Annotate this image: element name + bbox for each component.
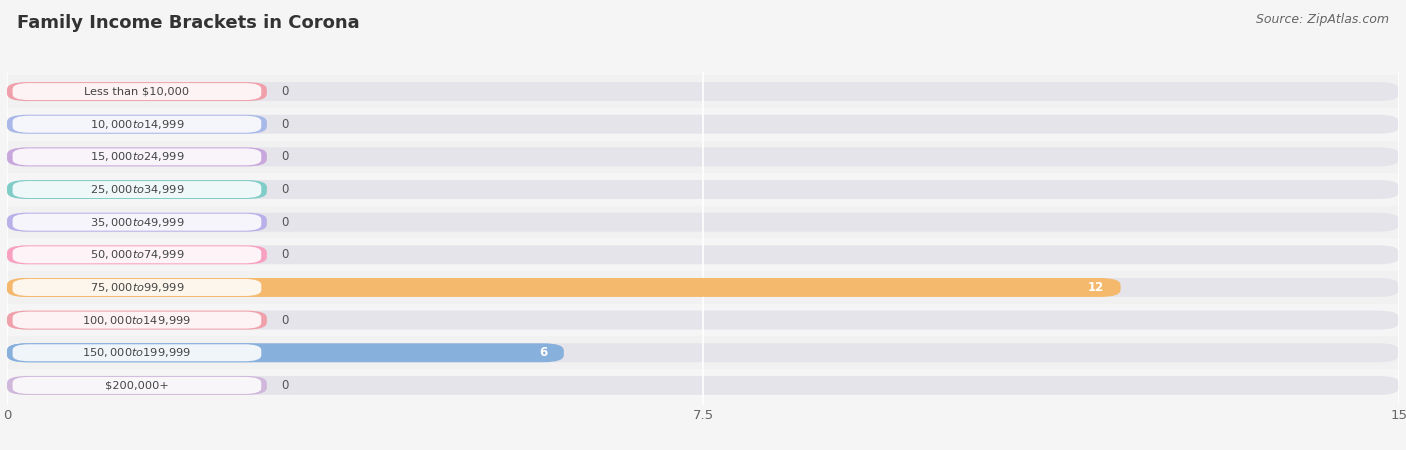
Text: $35,000 to $49,999: $35,000 to $49,999 <box>90 216 184 229</box>
Bar <box>7 140 1399 173</box>
Text: $10,000 to $14,999: $10,000 to $14,999 <box>90 118 184 131</box>
FancyBboxPatch shape <box>13 116 262 133</box>
FancyBboxPatch shape <box>7 180 1399 199</box>
FancyBboxPatch shape <box>7 376 1399 395</box>
FancyBboxPatch shape <box>7 310 267 329</box>
Text: $15,000 to $24,999: $15,000 to $24,999 <box>90 150 184 163</box>
Text: $75,000 to $99,999: $75,000 to $99,999 <box>90 281 184 294</box>
FancyBboxPatch shape <box>7 245 267 264</box>
FancyBboxPatch shape <box>7 376 267 395</box>
FancyBboxPatch shape <box>7 278 1121 297</box>
FancyBboxPatch shape <box>7 213 1399 232</box>
Bar <box>7 108 1399 140</box>
FancyBboxPatch shape <box>7 148 1399 166</box>
Bar <box>7 238 1399 271</box>
FancyBboxPatch shape <box>13 181 262 198</box>
FancyBboxPatch shape <box>13 279 262 296</box>
Text: 0: 0 <box>281 118 288 131</box>
Bar <box>7 75 1399 108</box>
Text: 0: 0 <box>281 85 288 98</box>
Text: 6: 6 <box>538 346 547 359</box>
Text: Source: ZipAtlas.com: Source: ZipAtlas.com <box>1256 14 1389 27</box>
FancyBboxPatch shape <box>13 344 262 361</box>
FancyBboxPatch shape <box>13 214 262 231</box>
Text: 0: 0 <box>281 248 288 261</box>
FancyBboxPatch shape <box>7 343 267 362</box>
Text: $200,000+: $200,000+ <box>105 380 169 391</box>
Bar <box>7 271 1399 304</box>
Bar <box>7 337 1399 369</box>
FancyBboxPatch shape <box>7 115 1399 134</box>
FancyBboxPatch shape <box>13 377 262 394</box>
Bar <box>7 304 1399 337</box>
FancyBboxPatch shape <box>13 312 262 328</box>
Text: $25,000 to $34,999: $25,000 to $34,999 <box>90 183 184 196</box>
FancyBboxPatch shape <box>7 278 1399 297</box>
FancyBboxPatch shape <box>13 148 262 165</box>
FancyBboxPatch shape <box>7 310 1399 329</box>
Bar <box>7 369 1399 402</box>
FancyBboxPatch shape <box>7 245 1399 264</box>
FancyBboxPatch shape <box>7 180 267 199</box>
Text: 12: 12 <box>1088 281 1104 294</box>
FancyBboxPatch shape <box>13 246 262 263</box>
Text: $150,000 to $199,999: $150,000 to $199,999 <box>83 346 191 359</box>
FancyBboxPatch shape <box>13 83 262 100</box>
Text: 0: 0 <box>281 150 288 163</box>
FancyBboxPatch shape <box>7 148 267 166</box>
FancyBboxPatch shape <box>7 115 267 134</box>
Text: 0: 0 <box>281 379 288 392</box>
Text: 0: 0 <box>281 314 288 327</box>
Text: 0: 0 <box>281 183 288 196</box>
Text: $50,000 to $74,999: $50,000 to $74,999 <box>90 248 184 261</box>
FancyBboxPatch shape <box>7 343 1399 362</box>
FancyBboxPatch shape <box>7 82 267 101</box>
FancyBboxPatch shape <box>7 278 267 297</box>
FancyBboxPatch shape <box>7 213 267 232</box>
FancyBboxPatch shape <box>7 82 1399 101</box>
Text: $100,000 to $149,999: $100,000 to $149,999 <box>83 314 191 327</box>
Bar <box>7 206 1399 238</box>
Bar <box>7 173 1399 206</box>
Text: Family Income Brackets in Corona: Family Income Brackets in Corona <box>17 14 360 32</box>
Text: Less than $10,000: Less than $10,000 <box>84 86 190 97</box>
FancyBboxPatch shape <box>7 343 564 362</box>
Text: 0: 0 <box>281 216 288 229</box>
